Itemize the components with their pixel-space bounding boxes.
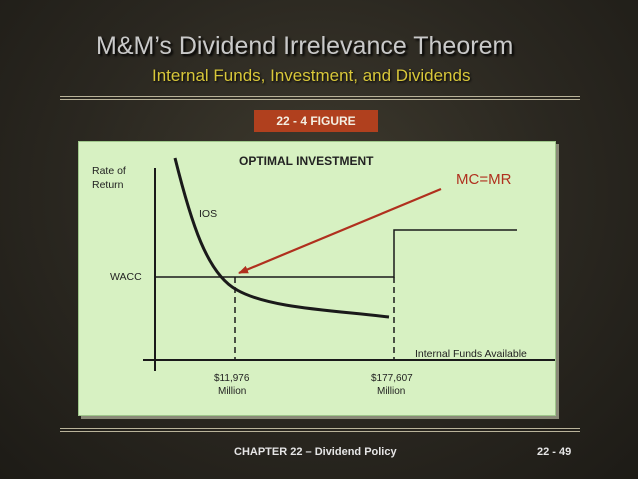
bottom-divider-line — [60, 428, 580, 429]
marker2-value: $177,607 — [371, 373, 413, 384]
mc-mr-arrow — [238, 187, 442, 275]
bottom-divider-line-2 — [60, 431, 580, 432]
x-axis-label: Internal Funds Available — [415, 348, 527, 360]
wacc-label: WACC — [110, 271, 142, 283]
figure-badge: 22 - 4 FIGURE — [254, 110, 378, 132]
marker1-value: $11,976 — [214, 373, 250, 384]
ios-label: IOS — [199, 208, 218, 220]
top-divider-line — [60, 96, 580, 97]
mc-wacc-step-line — [155, 229, 517, 278]
diagram-panel: OPTIMAL INVESTMENT Rate of Return IOS WA… — [78, 141, 556, 416]
ios-curve — [173, 157, 390, 319]
diagram-title: OPTIMAL INVESTMENT — [239, 154, 374, 168]
optimal-investment-diagram — [143, 157, 555, 371]
marker2-unit: Million — [377, 386, 406, 397]
y-axis-label-line2: Return — [92, 179, 124, 191]
top-divider-line-2 — [60, 99, 580, 100]
slide-title: M&M’s Dividend Irrelevance Theorem — [96, 32, 514, 60]
footer-chapter: CHAPTER 22 – Dividend Policy — [234, 446, 397, 458]
slide-subtitle: Internal Funds, Investment, and Dividend… — [152, 66, 471, 85]
footer-page-number: 22 - 49 — [537, 446, 572, 458]
marker1-unit: Million — [218, 386, 247, 397]
y-axis-label-line1: Rate of — [92, 165, 126, 177]
mc-mr-label: MC=MR — [456, 171, 512, 188]
